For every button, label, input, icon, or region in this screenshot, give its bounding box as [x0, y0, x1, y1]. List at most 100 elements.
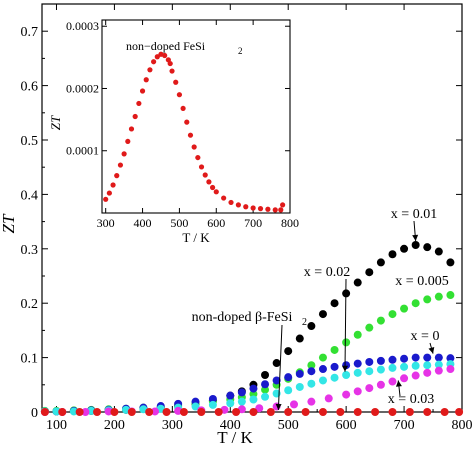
inset-data-point: [184, 119, 190, 125]
data-point: [440, 408, 449, 416]
data-point: [81, 408, 90, 416]
data-point: [284, 347, 293, 356]
inset-y-tick-label: 0.0002: [66, 81, 99, 95]
x-tick-label: 100: [46, 418, 67, 433]
annotation-label: x = 0.03: [388, 392, 434, 407]
data-point: [455, 408, 464, 416]
data-point: [353, 408, 362, 416]
data-point: [423, 368, 432, 377]
data-point: [446, 291, 455, 300]
data-point: [162, 408, 171, 416]
data-point: [342, 390, 351, 399]
annotation-label: x = 0.005: [395, 274, 448, 289]
inset-y-tick-label: 0.0003: [66, 19, 99, 33]
data-point: [261, 392, 270, 401]
inset-data-point: [206, 179, 212, 185]
annotation-arrow-head: [275, 403, 282, 410]
data-point: [423, 408, 432, 416]
inset-data-point: [169, 68, 175, 74]
x-tick-label: 700: [394, 418, 415, 433]
data-point: [307, 322, 316, 331]
data-point: [290, 400, 298, 409]
data-point: [411, 361, 420, 370]
data-point: [330, 345, 339, 354]
data-point: [255, 404, 264, 413]
inset-data-point: [106, 190, 112, 196]
data-point: [284, 373, 293, 382]
data-point: [58, 408, 67, 416]
data-point: [434, 353, 443, 362]
inset-data-point: [103, 196, 109, 202]
data-point: [226, 391, 235, 400]
data-point: [237, 388, 246, 397]
data-point: [307, 361, 316, 370]
data-point: [365, 357, 374, 366]
inset-data-point: [209, 184, 216, 191]
data-point: [400, 244, 409, 253]
data-point: [145, 408, 154, 416]
data-point: [411, 353, 420, 362]
inset-data-point: [235, 202, 241, 208]
inset-data-point: [221, 195, 227, 201]
annotation-label: x = 0.01: [391, 207, 437, 222]
data-point: [318, 376, 327, 385]
data-point: [307, 367, 316, 376]
data-point: [295, 369, 304, 378]
inset-data-point: [173, 79, 179, 85]
data-point: [388, 363, 397, 372]
data-point: [237, 397, 246, 406]
data-point: [388, 408, 397, 416]
inset-data-point: [191, 144, 197, 150]
data-point: [353, 359, 362, 368]
data-point: [307, 379, 316, 388]
y-tick-label: 0.7: [21, 25, 39, 40]
data-point: [388, 377, 397, 386]
inset-series-group: [103, 51, 286, 213]
data-point: [423, 353, 432, 362]
data-point: [52, 407, 61, 416]
inset-x-tick-label: 600: [207, 216, 225, 230]
data-point: [376, 316, 385, 325]
data-point: [423, 361, 432, 370]
annotation-label: x = 0.02: [304, 265, 350, 280]
inset-x-tick-label: 400: [134, 216, 152, 230]
data-point: [342, 371, 351, 380]
series-group: [40, 240, 455, 416]
inset-data-point: [114, 173, 120, 179]
data-point: [318, 408, 327, 416]
data-point: [376, 380, 385, 389]
data-point: [266, 408, 275, 416]
data-point: [324, 394, 333, 403]
inset-data-point: [121, 151, 127, 157]
inset-data-point: [243, 204, 249, 210]
data-point: [197, 408, 206, 416]
inset-data-point: [195, 154, 201, 161]
inset-data-point: [213, 189, 219, 195]
data-point: [295, 382, 304, 391]
data-point: [208, 400, 217, 409]
x-tick-label: 400: [220, 418, 241, 433]
data-point: [261, 371, 270, 380]
annotation-arrow-head: [342, 365, 349, 372]
inset-y-axis-title: ZT: [48, 115, 63, 130]
data-point: [446, 354, 455, 363]
data-point: [353, 368, 362, 377]
inset-series-subscript: 2: [238, 46, 243, 56]
inset-data-point: [176, 92, 183, 98]
data-point: [353, 278, 362, 287]
inset-data-point: [162, 52, 168, 59]
data-point: [411, 371, 420, 380]
data-point: [272, 359, 281, 368]
y-tick-label: 0.3: [21, 243, 39, 258]
data-point: [388, 250, 397, 259]
data-point: [307, 397, 316, 406]
inset-data-point: [272, 207, 278, 213]
inset-data-point: [132, 113, 138, 120]
inset-data-point: [143, 77, 149, 83]
annotation-arrow-head: [412, 234, 419, 241]
annotation-arrow: [277, 324, 283, 411]
data-point: [318, 310, 327, 319]
inset-data-point: [228, 199, 234, 206]
data-point: [110, 408, 119, 416]
